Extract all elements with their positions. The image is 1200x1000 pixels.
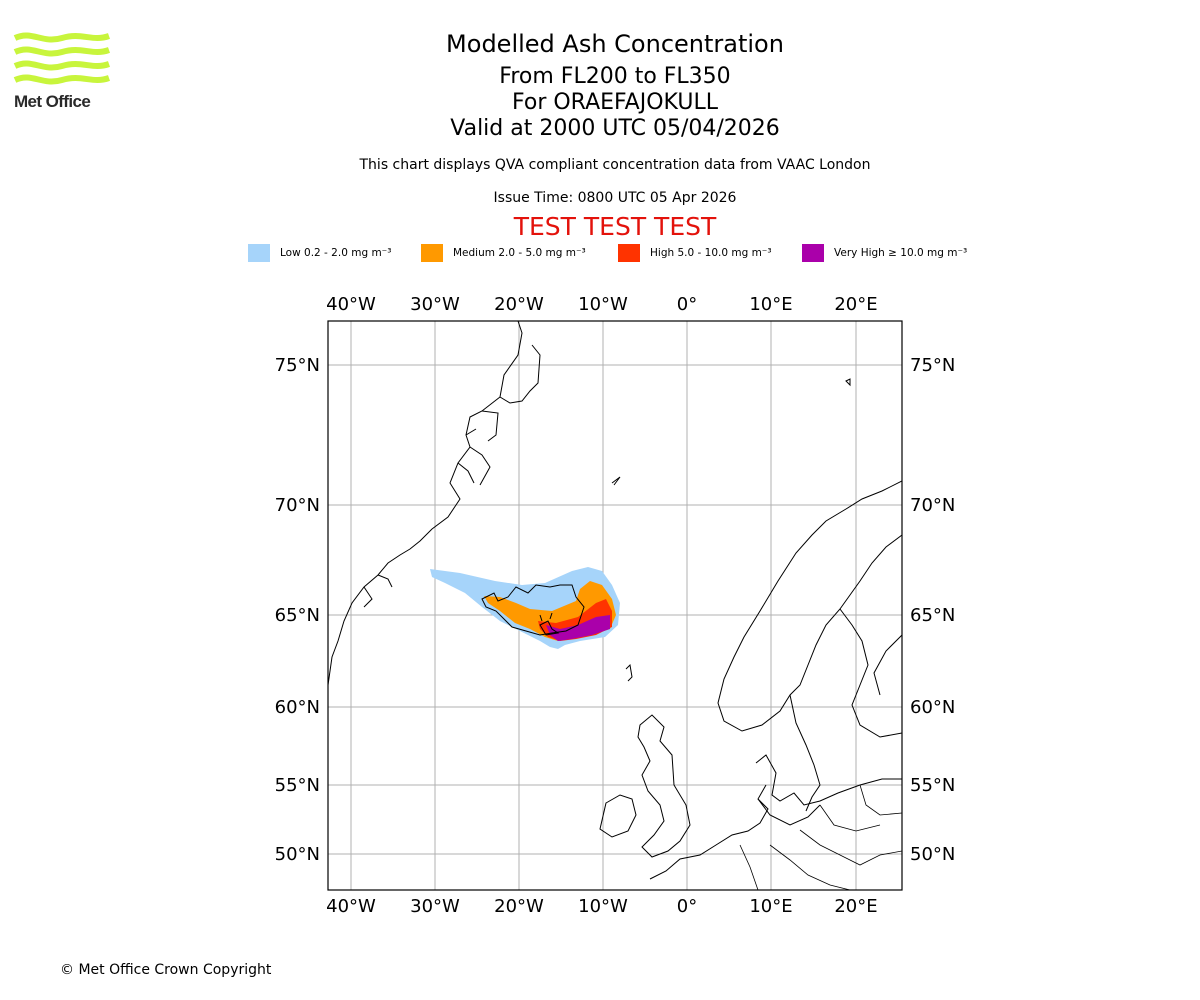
map-content	[328, 321, 902, 890]
lon-label-top-10w: 10°W	[578, 294, 628, 315]
iceland-coast	[481, 584, 585, 636]
legend-swatch-high	[618, 244, 640, 262]
map-frame	[327, 320, 903, 891]
met-office-logo	[13, 32, 110, 85]
logo-wordmark: Met Office	[14, 92, 91, 111]
legend-swatch-low	[248, 244, 270, 262]
lon-label-bottom-20e: 20°E	[834, 896, 877, 917]
lon-label-top-30w: 30°W	[410, 294, 460, 315]
legend-label-medium: Medium 2.0 - 5.0 mg m⁻³	[453, 247, 586, 259]
lon-label-bottom-20w: 20°W	[494, 896, 544, 917]
lat-label-left-55n: 55°N	[275, 775, 320, 796]
copyright-notice: © Met Office Crown Copyright	[60, 962, 272, 978]
legend-medium: Medium 2.0 - 5.0 mg m⁻³	[421, 244, 586, 262]
coastlines	[328, 321, 902, 890]
valid-time: Valid at 2000 UTC 05/04/2026	[450, 116, 780, 141]
legend-label-very-high: Very High ≥ 10.0 mg m⁻³	[834, 247, 968, 259]
lat-label-right-60n: 60°N	[910, 697, 955, 718]
volcano-marker	[539, 612, 560, 636]
lon-label-top-40w: 40°W	[326, 294, 376, 315]
flight-level-range: From FL200 to FL350	[499, 64, 731, 89]
issue-time: Issue Time: 0800 UTC 05 Apr 2026	[493, 190, 737, 206]
legend-label-high: High 5.0 - 10.0 mg m⁻³	[650, 247, 772, 259]
lon-label-bottom-10e: 10°E	[749, 896, 792, 917]
legend-high: High 5.0 - 10.0 mg m⁻³	[618, 244, 772, 262]
lat-label-right-55n: 55°N	[910, 775, 955, 796]
chart-title: Modelled Ash Concentration	[446, 30, 784, 58]
ash-map[interactable]: 40°W 30°W 20°W 10°W 0° 10°E 20°E 40°W 30…	[260, 285, 980, 925]
legend-low: Low 0.2 - 2.0 mg m⁻³	[248, 244, 391, 262]
lat-label-right-65n: 65°N	[910, 605, 955, 626]
lat-label-left-70n: 70°N	[275, 495, 320, 516]
lon-label-bottom-0: 0°	[677, 896, 697, 917]
ash-very-high-region	[546, 615, 610, 641]
lat-label-right-70n: 70°N	[910, 495, 955, 516]
lon-label-bottom-30w: 30°W	[410, 896, 460, 917]
lon-label-bottom-40w: 40°W	[326, 896, 376, 917]
gridlines	[328, 321, 902, 890]
legend-swatch-medium	[421, 244, 443, 262]
test-banner: TEST TEST TEST	[513, 212, 717, 241]
lon-label-top-0: 0°	[677, 294, 697, 315]
lon-label-top-20e: 20°E	[834, 294, 877, 315]
lon-label-bottom-10w: 10°W	[578, 896, 628, 917]
lat-label-left-60n: 60°N	[275, 697, 320, 718]
lon-label-top-20w: 20°W	[494, 294, 544, 315]
lat-label-left-75n: 75°N	[275, 355, 320, 376]
lat-label-left-50n: 50°N	[275, 844, 320, 865]
lat-label-left-65n: 65°N	[275, 605, 320, 626]
legend-label-low: Low 0.2 - 2.0 mg m⁻³	[280, 247, 392, 259]
chart-description: This chart displays QVA compliant concen…	[359, 157, 871, 173]
legend-very-high: Very High ≥ 10.0 mg m⁻³	[802, 244, 967, 262]
lat-label-right-50n: 50°N	[910, 844, 955, 865]
volcano-name: For ORAEFAJOKULL	[512, 90, 718, 115]
lon-label-top-10e: 10°E	[749, 294, 792, 315]
legend-swatch-very-high	[802, 244, 824, 262]
lat-label-right-75n: 75°N	[910, 355, 955, 376]
